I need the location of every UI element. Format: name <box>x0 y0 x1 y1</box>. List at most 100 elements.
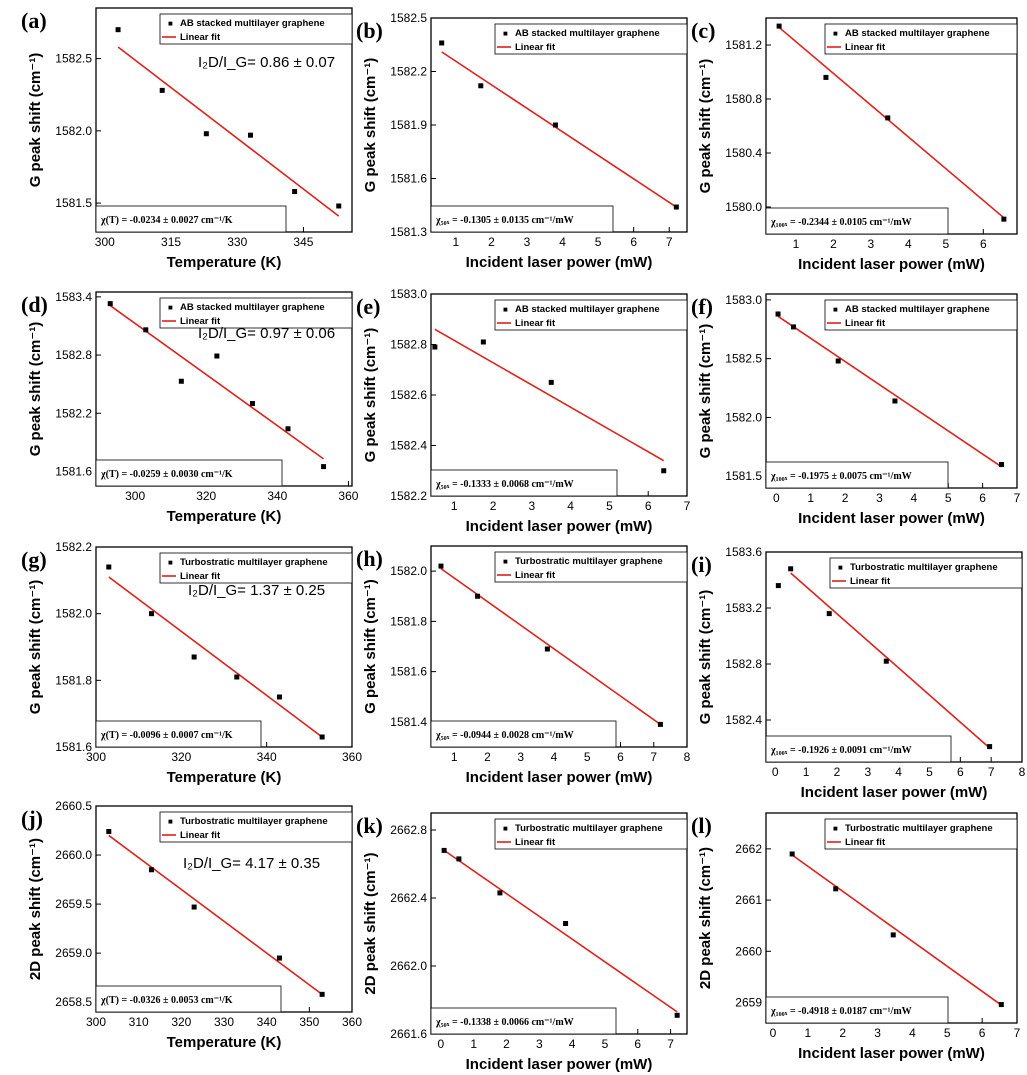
legend-entry-fit: Linear fit <box>850 576 891 587</box>
y-tick-label: 1581.8 <box>55 673 92 687</box>
chart-panel-b: 1 2 3 4 5 6 7 1581.3 1581.6 1581.9 1582.2 1582.5 Inc… <box>356 11 688 271</box>
y-axis-label: G peak shift (cm⁻¹) <box>362 328 379 463</box>
linear-fit-line <box>443 849 678 1013</box>
data-point <box>892 398 898 404</box>
x-tick-label: 2 <box>839 1026 846 1040</box>
chart-panel-j: 300 310 320 330 340 350 360 2658.5 2659.0 2659.5 2… <box>21 799 362 1051</box>
slope-annotation-box <box>430 1007 617 1035</box>
y-tick-label: 1581.6 <box>55 464 92 478</box>
panel-label: (k) <box>356 813 383 838</box>
x-tick-label: 7 <box>666 235 673 249</box>
legend-marker-icon: ■ <box>168 558 173 567</box>
data-point <box>548 379 554 385</box>
x-tick-label: 4 <box>911 491 918 505</box>
x-tick-label: 6 <box>634 1037 641 1051</box>
data-point <box>106 829 112 835</box>
x-tick-label: 4 <box>559 235 566 249</box>
x-axis-label: Incident laser power (mW) <box>466 254 653 271</box>
x-tick-label: 5 <box>944 1026 951 1040</box>
y-axis-label: G peak shift (cm⁻¹) <box>697 324 714 459</box>
legend-entry-data: Turbostratic multilayer graphene <box>515 556 663 567</box>
y-axis-label: G peak shift (cm⁻¹) <box>697 59 714 194</box>
y-tick-label: 1582.2 <box>390 489 427 503</box>
y-tick-label: 2662 <box>735 842 762 856</box>
data-point <box>563 921 569 926</box>
y-tick-label: 1582.0 <box>725 410 762 424</box>
data-point <box>673 204 679 210</box>
data-point <box>438 563 444 569</box>
slope-annotation-box <box>95 985 282 1013</box>
legend-entry-fit: Linear fit <box>180 32 221 43</box>
y-tick-label: 1580.4 <box>725 146 762 160</box>
x-tick-label: 1 <box>793 237 800 251</box>
data-point <box>788 566 794 572</box>
data-point <box>106 564 112 570</box>
y-tick-label: 2660.0 <box>55 848 92 862</box>
chart-panel-e: 1 2 3 4 5 6 7 1582.2 1582.4 1582.6 1582.8 1583.0 Inc… <box>356 287 691 535</box>
legend-box <box>159 13 353 45</box>
x-tick-label: 4 <box>905 237 912 251</box>
x-tick-label: 300 <box>86 750 106 764</box>
legend-entry-data: Turbostratic multilayer graphene <box>180 557 328 568</box>
y-tick-label: 2659 <box>735 996 762 1010</box>
legend-entry-fit: Linear fit <box>515 318 556 329</box>
slope-annotation-text: χ₁₀₀ₓ = -0.2344 ± 0.0105 cm⁻¹/mW <box>770 217 912 228</box>
linear-fit-line <box>441 51 677 208</box>
x-tick-label: 2 <box>490 499 497 513</box>
intensity-ratio-text: I₂D/I_G= 1.37 ± 0.25 <box>188 582 325 599</box>
data-point <box>835 358 841 364</box>
y-tick-label: 2658.5 <box>55 995 92 1009</box>
linear-fit-line <box>117 46 340 217</box>
x-tick-label: 7 <box>1014 491 1021 505</box>
slope-annotation-box <box>95 459 283 487</box>
y-tick-label: 1581.2 <box>725 38 762 52</box>
x-tick-label: 3 <box>517 750 524 764</box>
panel-label: (l) <box>691 813 712 838</box>
data-point <box>775 583 781 589</box>
x-tick-label: 1 <box>451 499 458 513</box>
data-point <box>214 353 220 359</box>
intensity-ratio-text: I₂D/I_G= 4.17 ± 0.35 <box>183 855 320 872</box>
x-tick-label: 4 <box>569 1037 576 1051</box>
x-tick-label: 7 <box>667 1037 674 1051</box>
legend-entry-data: AB stacked multilayer graphene <box>845 304 990 315</box>
legend-entry-fit: Linear fit <box>845 837 886 848</box>
y-axis-label: 2D peak shift (cm⁻¹) <box>697 847 714 989</box>
legend-entry-data: Turbostratic multilayer graphene <box>180 816 328 827</box>
slope-annotation-box <box>765 735 952 763</box>
data-point <box>148 867 154 873</box>
legend-box <box>494 299 688 331</box>
data-point <box>249 401 255 407</box>
legend-box <box>829 557 1023 589</box>
y-tick-label: 1582.8 <box>725 657 762 671</box>
y-axis-label: G peak shift (cm⁻¹) <box>27 53 44 188</box>
linear-fit-line <box>434 328 665 462</box>
x-tick-label: 4 <box>551 750 558 764</box>
x-tick-label: 2 <box>830 237 837 251</box>
x-tick-label: 2 <box>488 235 495 249</box>
data-point <box>276 955 282 961</box>
legend-box <box>824 23 1018 55</box>
slope-annotation-text: χ(T) = -0.0259 ± 0.0030 cm⁻¹/K <box>100 469 233 480</box>
data-point <box>247 132 253 138</box>
x-tick-label: 320 <box>196 489 216 503</box>
y-axis-label: G peak shift (cm⁻¹) <box>362 579 379 714</box>
data-point <box>552 122 558 128</box>
x-tick-label: 3 <box>524 235 531 249</box>
x-tick-label: 4 <box>895 765 902 779</box>
panel-label: (f) <box>691 294 713 319</box>
slope-annotation-box <box>765 207 949 235</box>
legend-box <box>494 23 688 55</box>
y-tick-label: 1582.0 <box>55 124 92 138</box>
data-point <box>319 991 325 997</box>
linear-fit-line <box>791 854 1002 1006</box>
x-tick-label: 4 <box>909 1026 916 1040</box>
legend-box <box>159 552 353 584</box>
x-axis-label: Temperature (K) <box>167 1034 282 1051</box>
x-axis-label: Incident laser power (mW) <box>466 1056 653 1073</box>
x-tick-label: 5 <box>595 235 602 249</box>
x-tick-label: 7 <box>988 765 995 779</box>
x-tick-label: 300 <box>95 235 115 249</box>
y-tick-label: 1581.4 <box>390 715 427 729</box>
data-point <box>776 23 782 29</box>
